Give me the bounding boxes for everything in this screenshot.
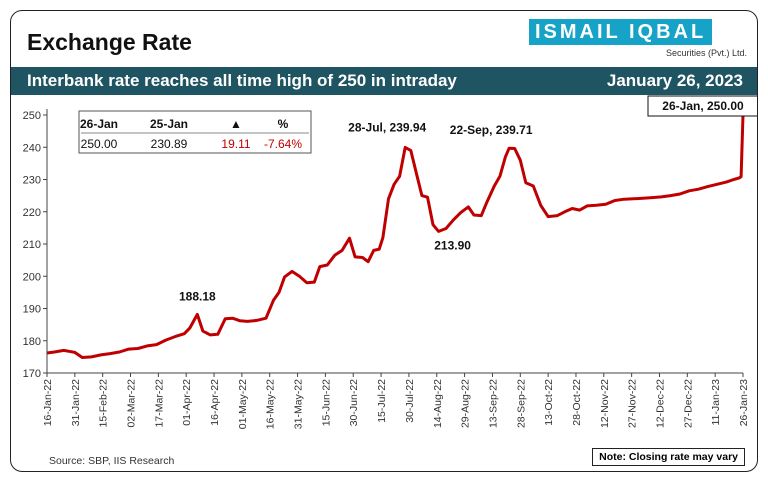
x-tick-label: 12-Dec-22 [654, 379, 666, 428]
x-tick-label: 28-Oct-22 [571, 379, 583, 426]
summary-value: 250.00 [81, 137, 118, 151]
source-note: Source: SBP, IIS Research [49, 455, 175, 467]
y-tick-label: 170 [23, 368, 41, 380]
annotation-label: 22-Sep, 239.71 [450, 123, 533, 137]
summary-value: -7.64% [264, 137, 302, 151]
summary-header: 25-Jan [150, 117, 188, 131]
x-tick-label: 16-May-22 [265, 379, 277, 429]
y-tick-label: 210 [23, 239, 41, 251]
chart-frame: Exchange Rate ISMAIL IQBAL Securities (P… [10, 10, 758, 472]
summary-value: 230.89 [151, 137, 188, 151]
x-tick-label: 28-Sep-22 [515, 379, 527, 428]
headline-banner: Interbank rate reaches all time high of … [11, 67, 757, 95]
x-tick-label: 16-Apr-22 [209, 379, 221, 426]
x-tick-label: 29-Aug-22 [460, 379, 472, 428]
annotation-label: 188.18 [179, 289, 216, 303]
banner-headline: Interbank rate reaches all time high of … [27, 71, 457, 90]
x-tick-label: 27-Nov-22 [627, 379, 639, 428]
y-tick-label: 180 [23, 336, 41, 348]
chart-axes: 170 180 190 200 210 220 230 240 250 16-Jan-22 31-J… [23, 109, 750, 429]
x-tick-label: 01-Apr-22 [181, 379, 193, 426]
annotation-box [647, 95, 757, 117]
y-tick-label: 250 [23, 110, 41, 122]
y-tick-label: 240 [23, 142, 41, 154]
x-tick-label: 30-Jun-22 [348, 379, 360, 426]
y-tick-label: 230 [23, 175, 41, 187]
closing-rate-note: Note: Closing rate may vary [592, 448, 745, 466]
y-tick-label: 190 [23, 304, 41, 316]
summary-table-box [78, 110, 312, 154]
x-tick-label: 02-Mar-22 [126, 379, 138, 428]
x-tick-label: 11-Jan-23 [710, 379, 722, 426]
x-tick-label: 15-Jun-22 [320, 379, 332, 426]
y-tick-label: 220 [23, 207, 41, 219]
x-tick-label: 31-Jan-22 [70, 379, 82, 426]
x-tick-label: 16-Jan-22 [42, 379, 54, 426]
x-tick-label: 27-Dec-22 [682, 379, 694, 428]
annotation-label: 213.90 [434, 238, 471, 252]
summary-value: 19.11 [221, 137, 250, 151]
summary-table: 26-Jan 25-Jan ▲ % 250.00 230.89 19.11 -7.64% [78, 110, 312, 154]
x-tick-label: 14-Aug-22 [432, 379, 444, 428]
exchange-rate-chart: 170 180 190 200 210 220 230 240 250 16-Jan-22 31-J… [23, 95, 757, 429]
page-title: Exchange Rate [27, 29, 192, 55]
annotation-label: 26-Jan, 250.00 [662, 99, 744, 113]
banner-date: January 26, 2023 [606, 71, 743, 90]
x-tick-label: 31-May-22 [293, 379, 305, 429]
x-tick-label: 15-Jul-22 [376, 379, 388, 423]
x-tick-label: 15-Feb-22 [98, 379, 110, 428]
annotation-label: 28-Jul, 239.94 [348, 120, 426, 134]
x-tick-label: 01-May-22 [237, 379, 249, 429]
series-line [46, 114, 745, 359]
annotations-group: 188.18 28-Jul, 239.94 213.90 22-Sep, 239.71… [179, 95, 757, 303]
logo: ISMAIL IQBAL Securities (Pvt.) Ltd. [529, 19, 749, 67]
series-group [46, 114, 745, 359]
summary-header: ▲ [230, 117, 242, 131]
x-tick-label: 26-Jan-23 [738, 379, 750, 426]
y-tick-label: 200 [23, 271, 41, 283]
logo-name: ISMAIL IQBAL [529, 19, 713, 45]
summary-header: 26-Jan [80, 117, 118, 131]
x-tick-label: 12-Nov-22 [599, 379, 611, 428]
summary-header: % [278, 117, 289, 131]
x-tick-label: 17-Mar-22 [153, 379, 165, 428]
x-tick-label: 13-Oct-22 [543, 379, 555, 426]
x-tick-label: 30-Jul-22 [404, 379, 416, 423]
x-tick-label: 13-Sep-22 [487, 379, 499, 428]
logo-subtitle: Securities (Pvt.) Ltd. [665, 48, 747, 58]
